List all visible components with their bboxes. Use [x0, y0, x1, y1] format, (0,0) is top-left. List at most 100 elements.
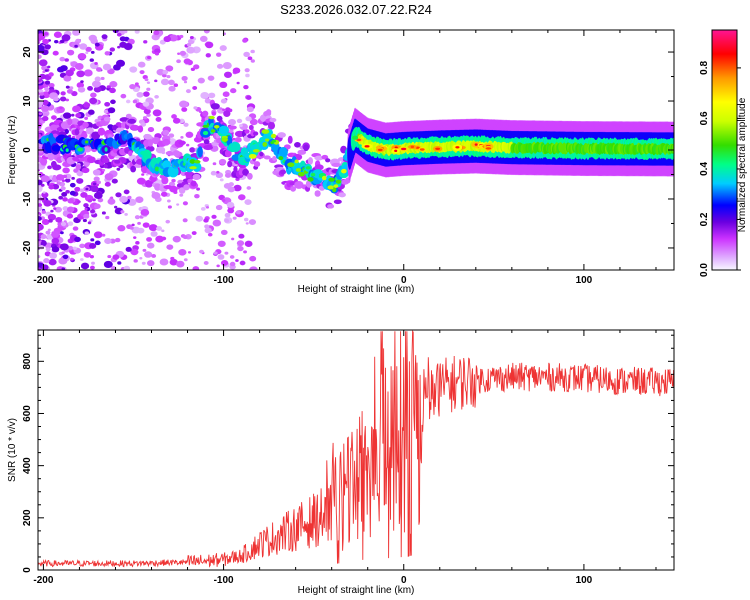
spectrogram-cell — [204, 98, 212, 104]
spectrogram-cell — [80, 80, 84, 84]
spectrogram-cell — [233, 184, 242, 192]
spectrogram-cell — [101, 233, 106, 237]
spectrogram-cell — [133, 259, 138, 263]
spectrogram-cell — [120, 93, 127, 99]
spectrogram-cell — [159, 258, 169, 266]
spectrogram-cell — [76, 178, 84, 184]
spectrogram-cell — [222, 62, 232, 70]
colorbar: 0.8 0.6 0.4 0.2 0.0 Normalized spectral ampl… — [699, 29, 748, 277]
spectrogram-cell — [224, 149, 232, 158]
spectrogram-cell — [45, 251, 51, 256]
spectrogram-cell — [135, 196, 144, 203]
spectrogram-cell — [74, 186, 81, 192]
spectrogram-cell — [172, 117, 181, 124]
spectrogram-cell — [207, 75, 215, 81]
spectrogram-cell — [243, 250, 247, 254]
spectrogram-cell — [93, 176, 100, 182]
spectrogram-cell — [332, 187, 337, 193]
spectrogram-cell — [410, 145, 415, 149]
spectrogram-cell — [244, 68, 250, 73]
spectrogram-cell — [85, 51, 89, 55]
spectrogram-y-axis-label: Frequency (Hz) — [7, 116, 18, 185]
spectrogram-cell — [176, 59, 181, 64]
spectrogram-cell — [220, 260, 229, 266]
spectrogram-cell — [277, 132, 286, 138]
spectrogram-cell — [58, 257, 68, 265]
spectrogram-cell — [248, 219, 257, 225]
spectrogram-cell — [221, 198, 226, 202]
spectrogram-cell — [154, 94, 159, 99]
spectrogram-cell — [185, 131, 194, 138]
spectrogram-cell — [141, 173, 145, 176]
spectrogram-cell — [48, 72, 54, 77]
spectrogram-cell — [48, 184, 55, 190]
spectrogram-cell — [193, 106, 198, 110]
spectrogram-cell — [65, 85, 70, 89]
spectrogram-cell — [179, 50, 187, 56]
spectrogram-cell — [93, 86, 102, 93]
spectrogram-cell — [146, 113, 151, 117]
spectrogram-cell — [82, 218, 87, 223]
spectrogram-cell — [123, 265, 131, 270]
spectrogram-cell — [675, 121, 680, 176]
spectrogram-cell — [314, 155, 324, 161]
spectrogram-cell — [212, 219, 222, 227]
spectrogram-cell — [269, 117, 277, 123]
spectrogram-cell — [239, 260, 246, 266]
spectrogram-cell — [172, 235, 181, 243]
spectrogram-cell — [213, 251, 218, 255]
spectrogram-cell — [173, 83, 179, 87]
spectrogram-cell — [43, 112, 48, 117]
spectrogram-cell — [38, 200, 42, 204]
spectrogram-cell — [165, 219, 171, 224]
spectrogram-cell — [321, 154, 329, 160]
spectrogram-cell — [123, 30, 128, 34]
spectrogram-cell — [79, 188, 85, 193]
spectrogram-cell — [331, 162, 342, 167]
spectrogram-cell — [295, 168, 302, 172]
spectrogram-cell — [161, 229, 165, 233]
spectrogram-cell — [155, 235, 164, 243]
spectrogram-cell — [435, 147, 441, 150]
spectrogram-cell — [183, 258, 188, 262]
spectrogram-cell — [231, 142, 241, 153]
spectrogram-cell — [239, 124, 243, 128]
spectrogram-cell — [103, 116, 111, 122]
spectrogram-heatmap — [38, 30, 680, 270]
spectrogram-cell — [195, 215, 204, 222]
spectrogram-cell — [249, 118, 258, 126]
spectrogram-cell — [223, 183, 232, 189]
spectrogram-cell — [218, 107, 223, 110]
spectrogram-cell — [59, 56, 66, 62]
spectrogram-cell — [154, 166, 160, 172]
spectrogram-cell — [38, 267, 42, 270]
spectrogram-cell — [297, 171, 305, 177]
spectrogram-cell — [41, 210, 46, 214]
spectrogram-cell — [474, 143, 478, 146]
spectrogram-cell — [200, 91, 210, 99]
spectrogram-cell — [51, 144, 61, 152]
spectrogram-cell — [61, 267, 66, 270]
spectrogram-cell — [64, 58, 69, 62]
spectrogram-cell — [401, 147, 407, 151]
spectrogram-cell — [38, 54, 42, 59]
spectrogram-cell — [137, 227, 145, 234]
spectrogram-cell — [156, 68, 165, 76]
snr-x-axis-label: Height of straight line (km) — [298, 585, 415, 596]
spectrogram-cell — [212, 162, 217, 166]
spectrogram-cell — [43, 258, 50, 264]
spectrogram-cell — [246, 95, 252, 100]
spectrogram-cell — [59, 96, 67, 102]
spectrogram-cell — [129, 124, 140, 131]
spectrogram-cell — [102, 63, 112, 71]
spectrogram-cell — [65, 98, 70, 102]
spectrogram-cell — [166, 75, 171, 79]
spectrogram-cell — [675, 132, 680, 166]
spectrogram-cell — [130, 248, 139, 256]
spectrogram-cell — [72, 226, 79, 231]
spectrogram-cell — [196, 187, 201, 191]
spectrogram-cell — [70, 118, 80, 126]
spectrogram-cell — [94, 42, 100, 47]
spectrogram-cell — [72, 105, 81, 113]
spectrogram-cell — [228, 128, 234, 133]
